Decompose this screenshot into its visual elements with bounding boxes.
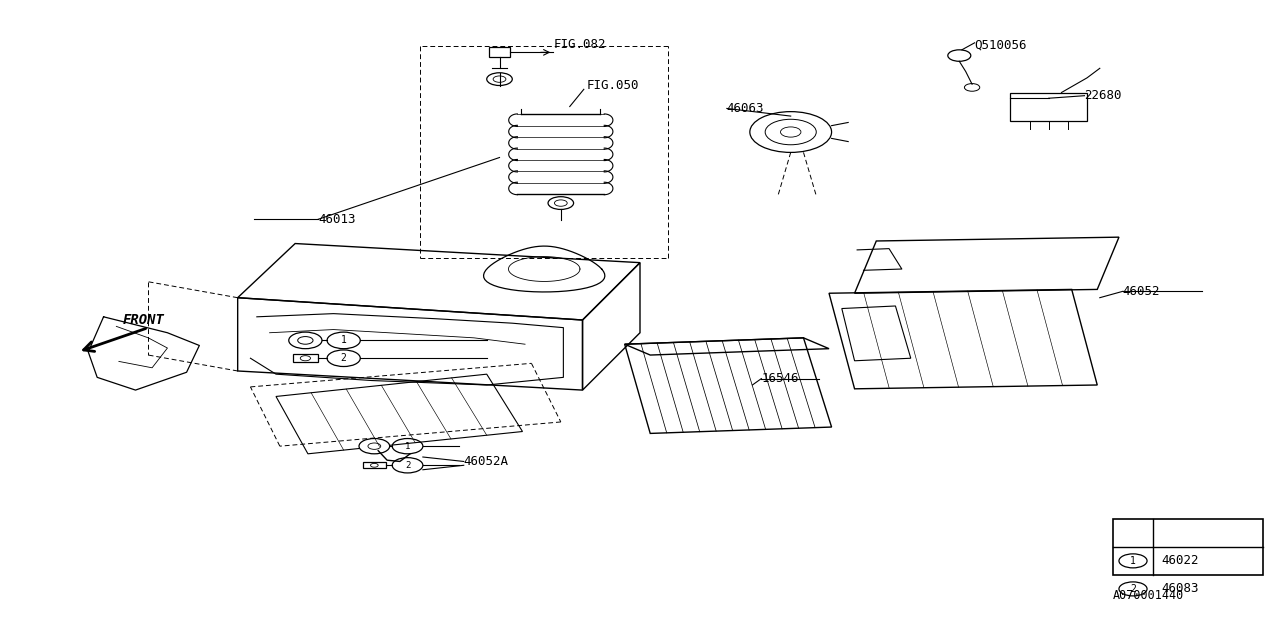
Bar <box>293 355 319 362</box>
Text: 46052A: 46052A <box>463 455 508 468</box>
Text: 46083: 46083 <box>1161 582 1198 595</box>
Text: A070001440: A070001440 <box>1112 589 1184 602</box>
Text: Q510056: Q510056 <box>974 38 1027 51</box>
Text: 1: 1 <box>340 335 347 346</box>
Circle shape <box>358 438 389 454</box>
Text: 16546: 16546 <box>762 372 799 385</box>
Bar <box>489 47 509 58</box>
Circle shape <box>289 332 323 349</box>
Text: 2: 2 <box>404 461 410 470</box>
Text: 46063: 46063 <box>727 102 764 115</box>
Text: FIG.082: FIG.082 <box>553 38 605 51</box>
Text: 1: 1 <box>1130 556 1135 566</box>
Text: 22680: 22680 <box>1084 89 1123 102</box>
Bar <box>1112 519 1263 575</box>
Text: FIG.050: FIG.050 <box>586 79 639 92</box>
Text: 46052: 46052 <box>1123 285 1160 298</box>
Text: 46022: 46022 <box>1161 554 1198 568</box>
Bar <box>1010 93 1087 120</box>
Text: 1: 1 <box>404 442 410 451</box>
Text: 2: 2 <box>340 353 347 364</box>
Bar <box>362 462 385 468</box>
Text: 2: 2 <box>1130 584 1135 594</box>
Text: 46013: 46013 <box>319 213 356 226</box>
Text: FRONT: FRONT <box>123 313 165 327</box>
